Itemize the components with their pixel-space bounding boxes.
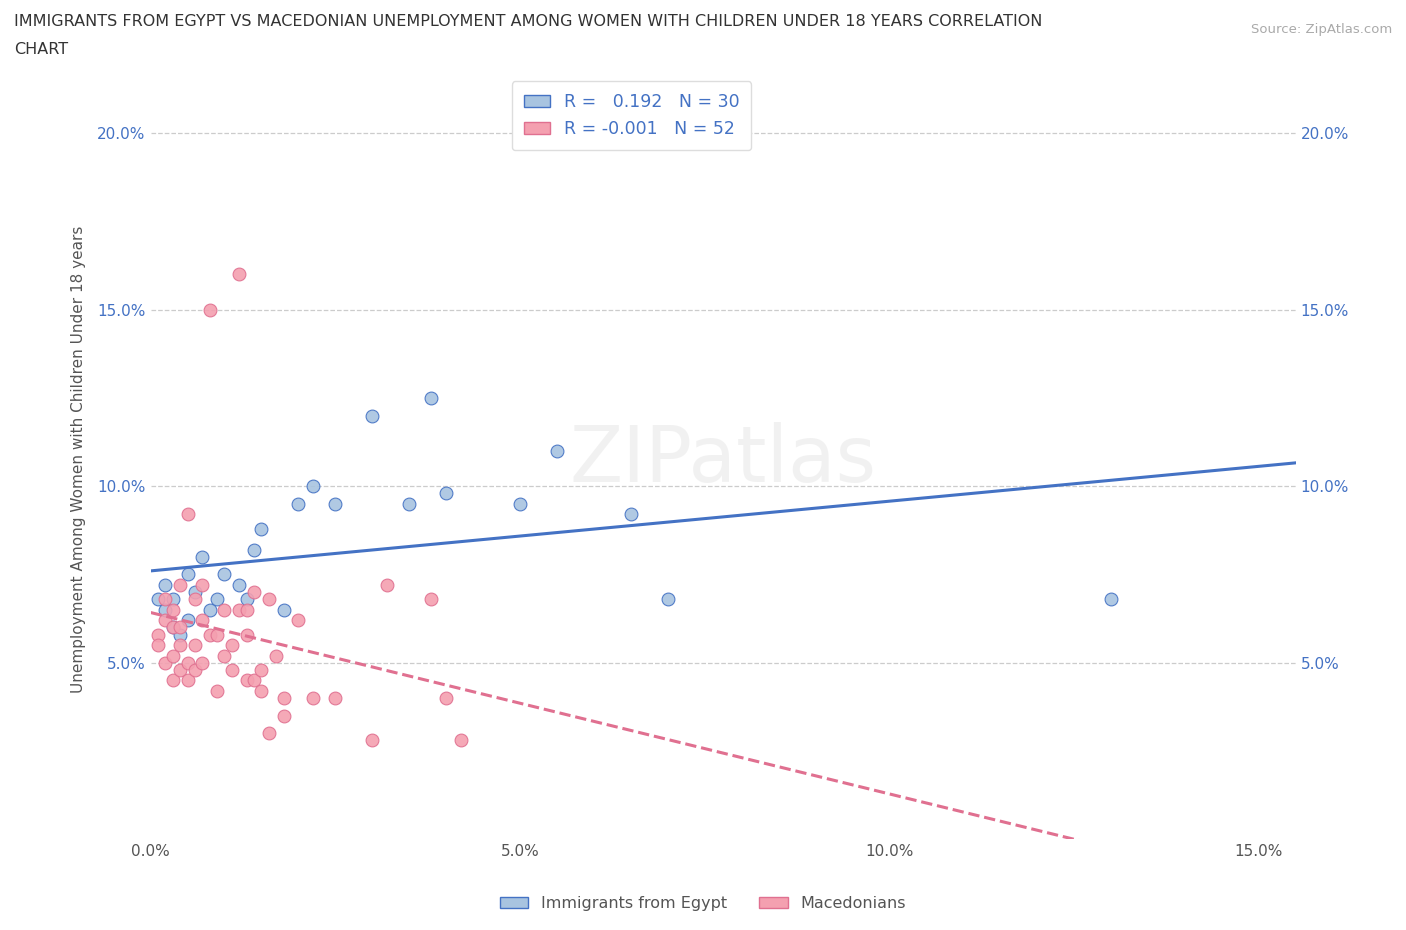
Point <box>191 550 214 565</box>
Point <box>176 567 198 582</box>
Point <box>169 638 191 653</box>
Point <box>509 497 531 512</box>
Legend: R =   0.192   N = 30, R = -0.001   N = 52: R = 0.192 N = 30, R = -0.001 N = 52 <box>512 81 751 150</box>
Point <box>176 613 198 628</box>
Point <box>361 733 384 748</box>
Point <box>620 507 643 522</box>
Point <box>191 578 214 592</box>
Point <box>146 591 169 606</box>
Point <box>162 603 184 618</box>
Point <box>250 662 273 677</box>
Point <box>176 673 198 688</box>
Point <box>214 648 236 663</box>
Point <box>287 497 309 512</box>
Point <box>155 591 177 606</box>
Point <box>221 662 243 677</box>
Point <box>235 627 257 642</box>
Point <box>146 627 169 642</box>
Point <box>250 684 273 698</box>
Point <box>146 638 169 653</box>
Point <box>273 603 295 618</box>
Point <box>169 662 191 677</box>
Point <box>420 591 443 606</box>
Point <box>162 648 184 663</box>
Point <box>361 408 384 423</box>
Point <box>198 302 221 317</box>
Point <box>323 497 346 512</box>
Point <box>155 578 177 592</box>
Point <box>191 613 214 628</box>
Point <box>162 620 184 635</box>
Legend: Immigrants from Egypt, Macedonians: Immigrants from Egypt, Macedonians <box>494 890 912 917</box>
Point <box>184 585 207 600</box>
Text: CHART: CHART <box>14 42 67 57</box>
Point <box>302 479 325 494</box>
Point <box>198 603 221 618</box>
Point <box>184 662 207 677</box>
Point <box>162 591 184 606</box>
Y-axis label: Unemployment Among Women with Children Under 18 years: Unemployment Among Women with Children U… <box>72 226 86 694</box>
Point <box>434 691 457 706</box>
Point <box>155 613 177 628</box>
Point <box>235 673 257 688</box>
Point <box>221 638 243 653</box>
Point <box>235 591 257 606</box>
Point <box>257 591 280 606</box>
Point <box>273 691 295 706</box>
Point <box>169 627 191 642</box>
Point <box>169 578 191 592</box>
Point <box>155 656 177 671</box>
Point <box>198 627 221 642</box>
Point <box>162 673 184 688</box>
Point <box>287 613 309 628</box>
Point <box>323 691 346 706</box>
Text: IMMIGRANTS FROM EGYPT VS MACEDONIAN UNEMPLOYMENT AMONG WOMEN WITH CHILDREN UNDER: IMMIGRANTS FROM EGYPT VS MACEDONIAN UNEM… <box>14 14 1042 29</box>
Point <box>235 603 257 618</box>
Point <box>273 709 295 724</box>
Point <box>176 507 198 522</box>
Point <box>420 391 443 405</box>
Point <box>250 521 273 536</box>
Point <box>228 267 250 282</box>
Point <box>398 497 420 512</box>
Point <box>243 542 266 557</box>
Point <box>214 603 236 618</box>
Point <box>302 691 325 706</box>
Text: Source: ZipAtlas.com: Source: ZipAtlas.com <box>1251 23 1392 36</box>
Point <box>191 656 214 671</box>
Point <box>184 591 207 606</box>
Point <box>243 585 266 600</box>
Point <box>657 591 679 606</box>
Point <box>264 648 287 663</box>
Point <box>205 684 228 698</box>
Point <box>450 733 472 748</box>
Point <box>546 444 568 458</box>
Point <box>205 591 228 606</box>
Point <box>434 485 457 500</box>
Point <box>228 603 250 618</box>
Point <box>176 656 198 671</box>
Point <box>214 567 236 582</box>
Point <box>1099 591 1122 606</box>
Point <box>228 578 250 592</box>
Point <box>169 620 191 635</box>
Point <box>155 603 177 618</box>
Point <box>162 620 184 635</box>
Point <box>257 726 280 741</box>
Point <box>184 638 207 653</box>
Point <box>375 578 398 592</box>
Text: ZIPatlas: ZIPatlas <box>569 421 876 498</box>
Point <box>205 627 228 642</box>
Point <box>243 673 266 688</box>
